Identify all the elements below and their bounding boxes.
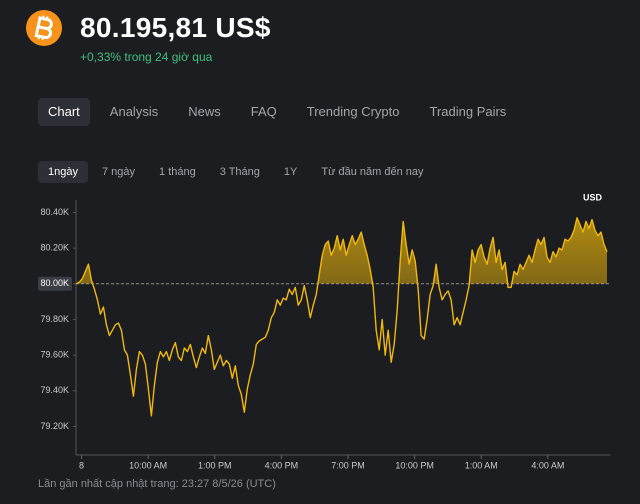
y-tick-label: 79.60K	[40, 350, 69, 360]
range-button[interactable]: 1 tháng	[159, 166, 196, 178]
x-tick-label: 1:00 PM	[198, 460, 232, 470]
tab[interactable]: Chart	[38, 98, 90, 126]
area-fill	[76, 217, 608, 284]
x-tick-label: 4:00 AM	[531, 460, 564, 470]
range-button[interactable]: 7 ngày	[101, 166, 136, 178]
price: 80.195,81 US$	[80, 12, 271, 43]
x-tick-label: 7:00 PM	[331, 460, 365, 470]
y-tick-label: 80.40K	[40, 207, 69, 217]
chart: USD 80.40K 80.20K 80.00K 79.80K 79.60K 79.40K 7…	[38, 192, 610, 470]
y-tick-label: 79.40K	[40, 385, 69, 395]
tab[interactable]: News	[188, 104, 221, 119]
tab[interactable]: FAQ	[250, 104, 277, 119]
range-button[interactable]: 1ngày	[38, 161, 88, 183]
x-tick-label: 10:00 PM	[395, 460, 434, 470]
x-tick-label: 8	[79, 460, 84, 470]
range-button[interactable]: Từ đầu năm đến nay	[321, 166, 424, 178]
y-tick-label: 79.80K	[40, 314, 69, 324]
x-tick-label: 4:00 PM	[265, 460, 299, 470]
range-button[interactable]: 1Y	[283, 166, 298, 178]
coin-icon	[26, 10, 62, 46]
tab-bar: Chart Analysis News FAQ Trending Crypto Tradi…	[38, 98, 526, 126]
coin-glyph-bars	[37, 15, 49, 41]
tab[interactable]: Trading Pairs	[429, 104, 507, 119]
range-bar: 1ngày 7 ngày 1 tháng 3 Tháng 1Y Từ đầu năm đế…	[38, 161, 438, 183]
x-tick-label: 1:00 AM	[465, 460, 498, 470]
price-change: +0,33% trong 24 giờ qua	[80, 50, 213, 64]
range-button[interactable]: 3 Tháng	[219, 166, 260, 178]
unit-label: USD	[583, 192, 603, 202]
y-tick-label: 80.00K	[40, 278, 69, 288]
tab[interactable]: Analysis	[109, 104, 159, 119]
y-tick-highlight	[38, 276, 72, 291]
tab[interactable]: Trending Crypto	[306, 104, 400, 119]
price-line	[76, 217, 608, 417]
y-tick-label: 80.20K	[40, 243, 69, 253]
x-tick-label: 10:00 AM	[129, 460, 167, 470]
y-tick-label: 79.20K	[40, 421, 69, 431]
coin-glyph	[34, 16, 53, 39]
last-updated: Lần gần nhất cập nhật trang: 23:27 8/5/2…	[38, 478, 276, 490]
